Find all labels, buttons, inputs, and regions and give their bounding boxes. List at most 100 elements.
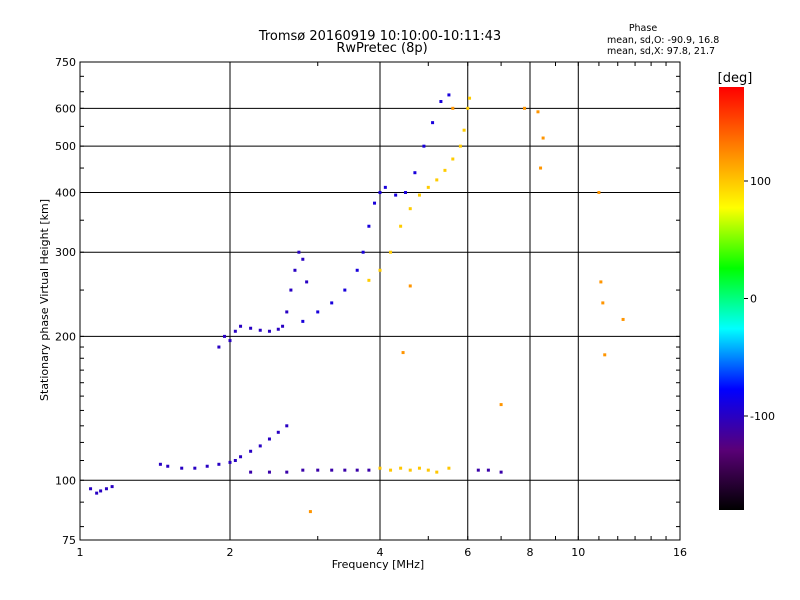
data-point — [499, 403, 503, 407]
data-point — [239, 324, 243, 328]
data-point — [285, 310, 289, 314]
data-point — [293, 268, 297, 272]
data-point — [355, 468, 359, 472]
data-point — [451, 106, 455, 110]
data-point — [447, 93, 451, 97]
x-tick-label: 1 — [77, 546, 84, 559]
data-point — [367, 468, 371, 472]
x-axis-label: Frequency [MHz] — [332, 558, 424, 571]
data-point — [361, 250, 365, 254]
data-point — [289, 288, 293, 292]
data-point — [426, 468, 430, 472]
data-point — [447, 466, 451, 470]
chart-title: Tromsø 20160919 10:10:00-10:11:43 — [258, 29, 501, 44]
colorbar-tick-label: 0 — [750, 293, 757, 306]
colorbar-tick-label: -100 — [750, 410, 775, 423]
data-point — [249, 470, 253, 474]
plot-area: 1 2 4 6 8 10 16 75 100 200 300 400 500 600 750 100 0 -100 — [55, 56, 775, 559]
data-point — [435, 178, 439, 182]
data-point — [305, 280, 309, 284]
data-point — [383, 185, 387, 189]
data-point — [267, 437, 271, 441]
data-point — [343, 288, 347, 292]
data-point — [394, 193, 398, 197]
y-tick-label: 100 — [55, 474, 76, 487]
data-point — [422, 144, 426, 148]
data-point — [539, 166, 543, 170]
data-point — [466, 106, 470, 110]
data-point — [399, 224, 403, 228]
data-point — [301, 319, 305, 323]
y-tick-label: 400 — [55, 186, 76, 199]
data-point — [239, 455, 243, 459]
data-point — [621, 317, 625, 321]
data-point — [267, 329, 271, 333]
x-tick-label: 16 — [673, 546, 687, 559]
data-point — [439, 100, 443, 104]
data-point — [233, 329, 237, 333]
data-point — [258, 444, 262, 448]
data-point — [223, 334, 227, 338]
data-point — [367, 278, 371, 282]
data-point — [408, 468, 412, 472]
data-point — [603, 353, 607, 357]
data-point — [458, 144, 462, 148]
data-point — [408, 207, 412, 211]
data-point — [389, 468, 393, 472]
data-point — [389, 250, 393, 254]
y-tick-label: 600 — [55, 102, 76, 115]
data-point — [193, 466, 197, 470]
data-point — [316, 468, 320, 472]
data-point — [378, 466, 382, 470]
x-tick-label: 6 — [464, 546, 471, 559]
y-axis-label: Stationary phase Virtual Height [km] — [38, 199, 51, 401]
phase-stats-x: mean, sd,X: 97.8, 21.7 — [607, 46, 715, 57]
colorbar-label: [deg] — [718, 71, 753, 86]
data-point — [301, 257, 305, 261]
data-point — [180, 466, 184, 470]
chart-subtitle: RwPretec (8p) — [336, 41, 427, 56]
data-point — [355, 268, 359, 272]
data-point — [276, 327, 280, 331]
data-point — [89, 487, 93, 491]
data-point — [451, 157, 455, 161]
data-point — [426, 185, 430, 189]
y-tick-label: 500 — [55, 140, 76, 153]
data-point — [403, 190, 407, 194]
data-point — [330, 301, 334, 305]
data-point — [330, 468, 334, 472]
colorbar — [719, 87, 744, 510]
data-point — [281, 324, 285, 328]
data-point — [205, 464, 209, 468]
data-point — [217, 462, 221, 466]
data-point — [401, 351, 405, 355]
data-point — [378, 190, 382, 194]
data-point — [413, 171, 417, 175]
data-point — [541, 136, 545, 140]
data-point — [285, 470, 289, 474]
data-point — [301, 468, 305, 472]
data-point — [462, 128, 466, 132]
data-point — [435, 470, 439, 474]
data-point — [399, 466, 403, 470]
data-point — [217, 345, 221, 349]
colorbar-tick-label: 100 — [750, 175, 771, 188]
data-point — [597, 190, 601, 194]
x-tick-label: 2 — [227, 546, 234, 559]
data-point — [417, 466, 421, 470]
data-point — [166, 464, 170, 468]
data-point — [316, 310, 320, 314]
data-point — [99, 489, 103, 493]
data-point — [476, 468, 480, 472]
data-point — [249, 449, 253, 453]
data-point — [599, 280, 603, 284]
data-point — [228, 339, 232, 343]
data-point — [378, 268, 382, 272]
phase-stats-heading: Phase — [629, 23, 658, 34]
x-tick-label: 4 — [377, 546, 384, 559]
data-point — [158, 462, 162, 466]
data-point — [468, 96, 472, 100]
data-point — [110, 485, 114, 489]
data-point — [343, 468, 347, 472]
